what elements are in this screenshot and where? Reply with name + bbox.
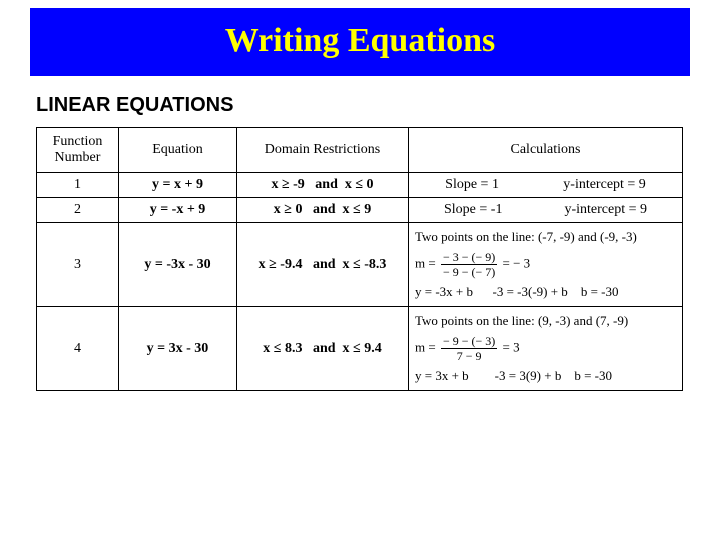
equation-cell: y = -3x - 30 [119, 223, 237, 307]
m-result: = − 3 [503, 255, 531, 270]
calc-cell: Two points on the line: (-7, -9) and (-9… [409, 223, 683, 307]
table-row: 1 y = x + 9 x ≥ -9 and x ≤ 0 Slope = 1 y… [37, 173, 683, 198]
domain-cell: x ≤ 8.3 and x ≤ 9.4 [237, 307, 409, 391]
domain-right: x ≤ 9.4 [343, 341, 382, 356]
equation-cell: y = x + 9 [119, 173, 237, 198]
calc-cell: Slope = -1 y-intercept = 9 [409, 198, 683, 223]
calc-slope: Slope = 1 [445, 177, 499, 193]
m-label: m = [415, 255, 436, 270]
domain-right: x ≤ -8.3 [343, 257, 387, 272]
col-calculations: Calculations [409, 128, 683, 173]
calc-cell: Two points on the line: (9, -3) and (7, … [409, 307, 683, 391]
domain-cell: x ≥ -9 and x ≤ 0 [237, 173, 409, 198]
domain-cell: x ≥ 0 and x ≤ 9 [237, 198, 409, 223]
table-row: 3 y = -3x - 30 x ≥ -9.4 and x ≤ -8.3 Two… [37, 223, 683, 307]
domain-left: x ≤ 8.3 [263, 341, 302, 356]
section-heading: LINEAR EQUATIONS [36, 94, 720, 117]
fraction-numerator: − 3 − (− 9) [441, 251, 497, 265]
function-number: 4 [37, 307, 119, 391]
table-header-row: Function Number Equation Domain Restrict… [37, 128, 683, 173]
col-domain: Domain Restrictions [237, 128, 409, 173]
domain-and: and [313, 202, 336, 217]
col-function-number: Function Number [37, 128, 119, 173]
col-equation: Equation [119, 128, 237, 173]
domain-and: and [313, 341, 336, 356]
calc-two-points: Two points on the line: (-7, -9) and (-9… [415, 229, 676, 245]
calc-b-result: b = -30 [581, 284, 619, 299]
equation-cell: y = 3x - 30 [119, 307, 237, 391]
calc-y-eq: y = 3x + b [415, 368, 469, 383]
domain-right: x ≤ 0 [345, 177, 374, 192]
calc-solve-b: -3 = 3(9) + b [495, 368, 562, 383]
slope-fraction: − 9 − (− 3) 7 − 9 [441, 335, 497, 362]
calc-solve-b: -3 = -3(-9) + b [493, 284, 568, 299]
equation-cell: y = -x + 9 [119, 198, 237, 223]
domain-cell: x ≥ -9.4 and x ≤ -8.3 [237, 223, 409, 307]
page-title: Writing Equations [30, 8, 690, 76]
calc-cell: Slope = 1 y-intercept = 9 [409, 173, 683, 198]
m-label: m = [415, 339, 436, 354]
table-row: 2 y = -x + 9 x ≥ 0 and x ≤ 9 Slope = -1 … [37, 198, 683, 223]
domain-left: x ≥ -9 [271, 177, 304, 192]
fraction-numerator: − 9 − (− 3) [441, 335, 497, 349]
domain-and: and [313, 257, 336, 272]
slope-fraction: − 3 − (− 9) − 9 − (− 7) [441, 251, 497, 278]
domain-left: x ≥ -9.4 [259, 257, 303, 272]
function-number: 2 [37, 198, 119, 223]
domain-and: and [315, 177, 338, 192]
function-number: 1 [37, 173, 119, 198]
calc-intercept: y-intercept = 9 [564, 202, 647, 218]
calc-slope: Slope = -1 [444, 202, 502, 218]
calc-y-eq: y = -3x + b [415, 284, 473, 299]
calc-intercept: y-intercept = 9 [563, 177, 646, 193]
calc-two-points: Two points on the line: (9, -3) and (7, … [415, 313, 676, 329]
fraction-denominator: − 9 − (− 7) [441, 265, 497, 278]
domain-left: x ≥ 0 [274, 202, 303, 217]
domain-right: x ≤ 9 [343, 202, 372, 217]
m-result: = 3 [503, 339, 520, 354]
equations-table: Function Number Equation Domain Restrict… [36, 127, 683, 391]
calc-b-result: b = -30 [574, 368, 612, 383]
table-row: 4 y = 3x - 30 x ≤ 8.3 and x ≤ 9.4 Two po… [37, 307, 683, 391]
fraction-denominator: 7 − 9 [441, 349, 497, 362]
function-number: 3 [37, 223, 119, 307]
